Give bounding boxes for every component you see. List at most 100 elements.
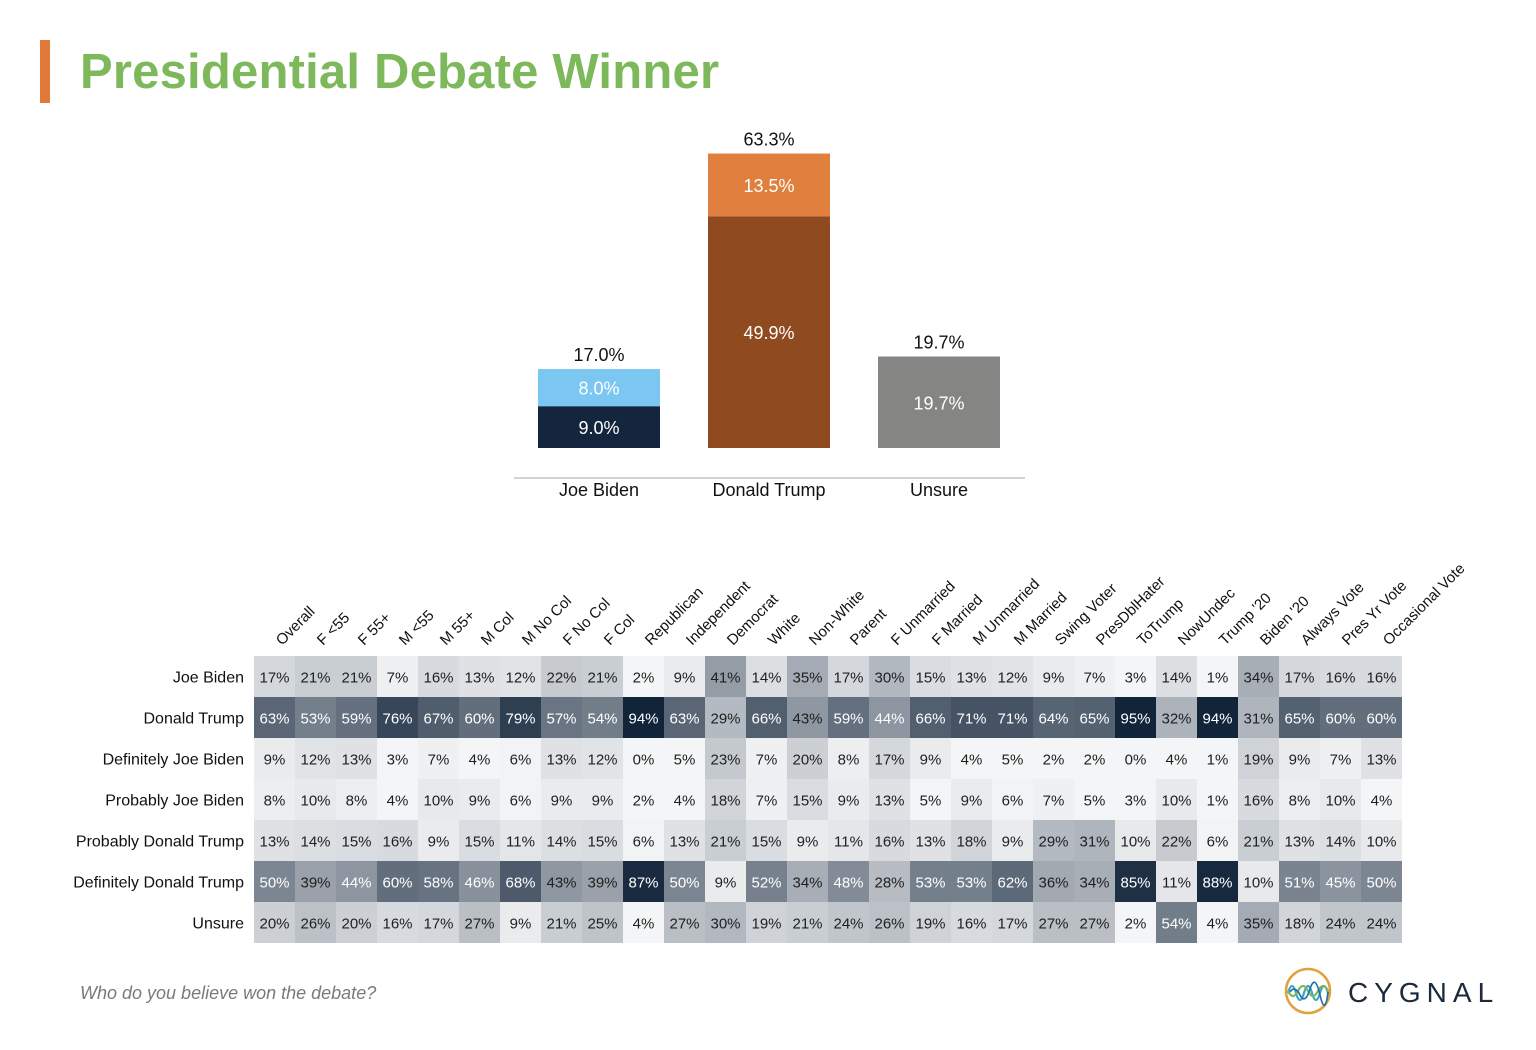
cell-value: 71% <box>956 711 986 728</box>
column-header: F <55 <box>314 609 353 648</box>
cell-value: 10% <box>1120 834 1150 851</box>
cell-value: 65% <box>1079 711 1109 728</box>
cell-value: 4% <box>1371 793 1393 810</box>
cell-value: 9% <box>592 793 614 810</box>
heatmap-cell <box>418 861 459 902</box>
heatmap-cell <box>459 738 500 779</box>
cell-value: 29% <box>710 711 740 728</box>
cell-value: 17% <box>997 916 1027 933</box>
heatmap-cell <box>746 902 787 943</box>
cell-value: 15% <box>341 834 371 851</box>
cell-value: 25% <box>587 916 617 933</box>
column-header: M 55+ <box>437 607 479 649</box>
heatmap-cell <box>459 656 500 697</box>
heatmap-cell <box>418 779 459 820</box>
heatmap-cell <box>1074 820 1115 861</box>
cell-value: 12% <box>587 752 617 769</box>
heatmap-cell <box>1238 738 1279 779</box>
heatmap-cell <box>500 779 541 820</box>
cell-value: 79% <box>505 711 535 728</box>
heatmap-cell <box>992 738 1033 779</box>
heatmap-cell <box>623 738 664 779</box>
heatmap-cell <box>541 697 582 738</box>
cell-value: 13% <box>669 834 699 851</box>
question-footnote: Who do you believe won the debate? <box>80 983 377 1003</box>
cell-value: 2% <box>1043 752 1065 769</box>
heatmap-cell <box>295 861 336 902</box>
cell-value: 57% <box>546 711 576 728</box>
cell-value: 9% <box>510 916 532 933</box>
cell-value: 6% <box>633 834 655 851</box>
cell-value: 58% <box>423 875 453 892</box>
cell-value: 16% <box>1366 670 1396 687</box>
heatmap-cell <box>869 902 910 943</box>
cell-value: 23% <box>710 752 740 769</box>
heatmap-cell <box>254 779 295 820</box>
heatmap-cell <box>1033 820 1074 861</box>
heatmap-cell <box>1156 779 1197 820</box>
cell-value: 16% <box>382 916 412 933</box>
heatmap-cell <box>1197 820 1238 861</box>
heatmap-cell <box>1074 861 1115 902</box>
bar-segment <box>878 356 1000 448</box>
cell-value: 26% <box>300 916 330 933</box>
heatmap-cell <box>787 820 828 861</box>
cell-value: 7% <box>1084 670 1106 687</box>
heatmap-cell <box>377 656 418 697</box>
heatmap-cell <box>828 779 869 820</box>
heatmap-cell <box>336 656 377 697</box>
cell-value: 21% <box>341 670 371 687</box>
heatmap-cell <box>1115 697 1156 738</box>
cell-value: 20% <box>259 916 289 933</box>
cell-value: 46% <box>464 875 494 892</box>
heatmap-cell <box>541 738 582 779</box>
heatmap-cell <box>869 820 910 861</box>
cell-value: 88% <box>1202 875 1232 892</box>
cell-value: 10% <box>300 793 330 810</box>
cell-value: 14% <box>300 834 330 851</box>
column-header: M <55 <box>396 607 438 649</box>
heatmap-cell <box>992 820 1033 861</box>
heatmap-cell <box>910 820 951 861</box>
heatmap-cell <box>664 861 705 902</box>
cell-value: 43% <box>792 711 822 728</box>
cell-value: 16% <box>874 834 904 851</box>
heatmap-cell <box>746 656 787 697</box>
cell-value: 21% <box>300 670 330 687</box>
cell-value: 30% <box>874 670 904 687</box>
bar-segment <box>538 369 660 407</box>
cell-value: 9% <box>920 752 942 769</box>
heatmap-cell <box>582 738 623 779</box>
cell-value: 13% <box>1284 834 1314 851</box>
cell-value: 1% <box>1207 793 1229 810</box>
cell-value: 5% <box>1084 793 1106 810</box>
total-label: 19.7% <box>913 333 964 353</box>
heatmap-cell <box>459 902 500 943</box>
heatmap-cell <box>1238 820 1279 861</box>
heatmap-cell <box>623 656 664 697</box>
cell-value: 7% <box>756 793 778 810</box>
cell-value: 8% <box>264 793 286 810</box>
category-label: Unsure <box>910 480 968 500</box>
heatmap-cell <box>869 779 910 820</box>
cell-value: 51% <box>1284 875 1314 892</box>
heatmap-cell <box>254 697 295 738</box>
heatmap-cell <box>1197 779 1238 820</box>
cell-value: 9% <box>838 793 860 810</box>
heatmap-cell <box>705 820 746 861</box>
heatmap-cell <box>787 697 828 738</box>
heatmap-cell <box>582 820 623 861</box>
cell-value: 60% <box>464 711 494 728</box>
cell-value: 14% <box>1325 834 1355 851</box>
heatmap-cell <box>1279 697 1320 738</box>
cell-value: 95% <box>1120 711 1150 728</box>
heatmap-cell <box>1115 820 1156 861</box>
cell-value: 8% <box>838 752 860 769</box>
heatmap-cell <box>1074 779 1115 820</box>
heatmap-cell <box>992 902 1033 943</box>
cell-value: 2% <box>633 670 655 687</box>
cell-value: 22% <box>1161 834 1191 851</box>
heatmap-cell <box>910 697 951 738</box>
heatmap-cell <box>746 779 787 820</box>
heatmap-cell <box>787 656 828 697</box>
